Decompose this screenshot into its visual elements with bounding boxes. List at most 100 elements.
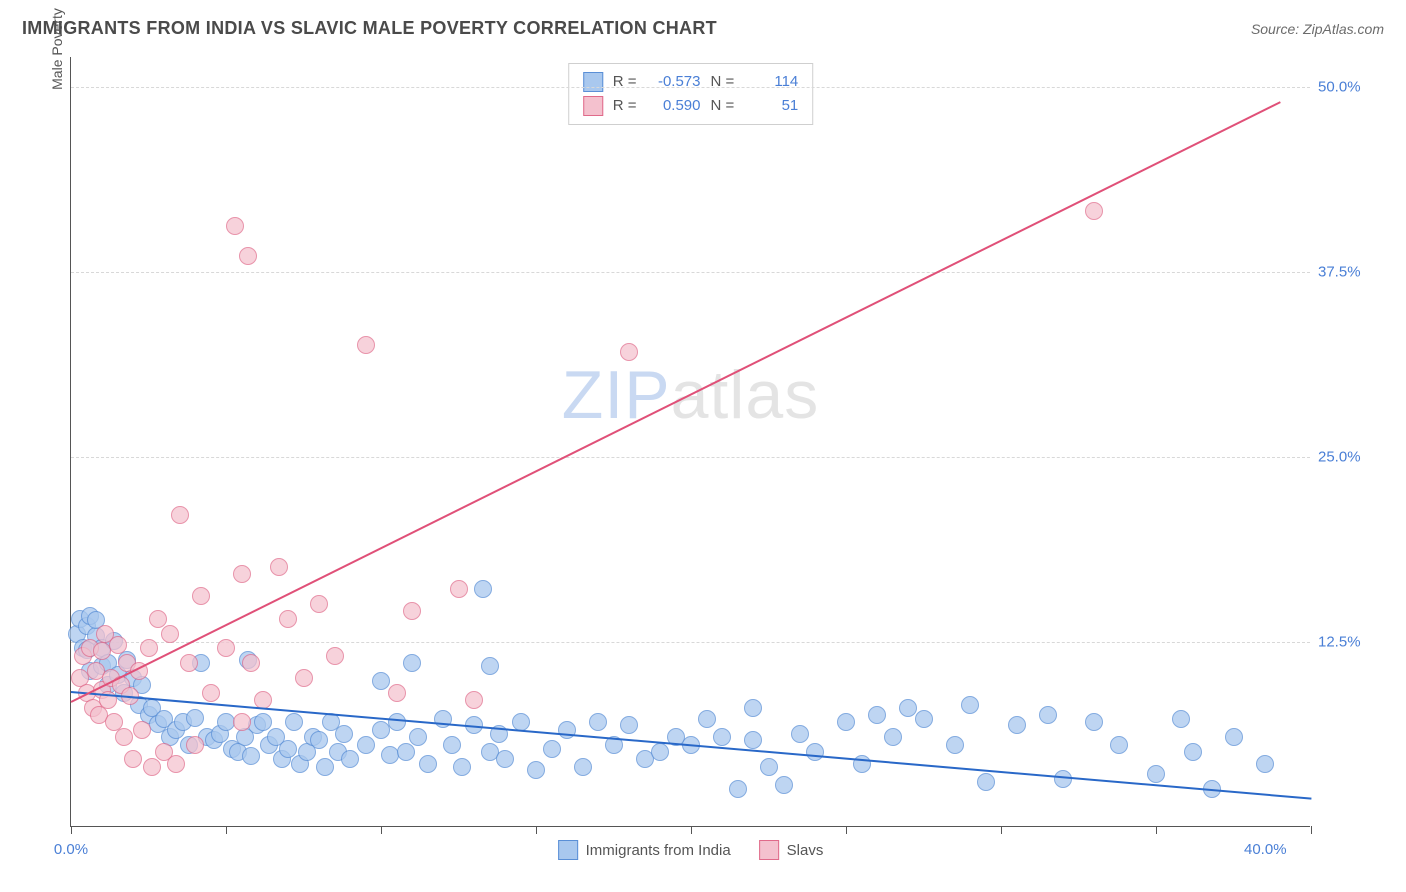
data-point: [1147, 765, 1165, 783]
legend-row-india: R = -0.573 N = 114: [583, 70, 799, 94]
data-point: [884, 728, 902, 746]
data-point: [744, 699, 762, 717]
header: IMMIGRANTS FROM INDIA VS SLAVIC MALE POV…: [0, 0, 1406, 49]
data-point: [1039, 706, 1057, 724]
data-point: [1225, 728, 1243, 746]
data-point: [620, 716, 638, 734]
data-point: [186, 736, 204, 754]
r-value-slavs: 0.590: [647, 94, 701, 118]
x-tick: [846, 826, 847, 834]
data-point: [744, 731, 762, 749]
data-point: [1085, 713, 1103, 731]
y-tick-label: 25.0%: [1318, 448, 1378, 465]
data-point: [1172, 710, 1190, 728]
data-point: [806, 743, 824, 761]
data-point: [496, 750, 514, 768]
data-point: [403, 654, 421, 672]
legend-label-india: Immigrants from India: [586, 842, 731, 859]
chart-title: IMMIGRANTS FROM INDIA VS SLAVIC MALE POV…: [22, 18, 717, 39]
data-point: [574, 758, 592, 776]
data-point: [760, 758, 778, 776]
x-tick: [226, 826, 227, 834]
data-point: [233, 565, 251, 583]
data-point: [791, 725, 809, 743]
x-tick: [1156, 826, 1157, 834]
data-point: [161, 625, 179, 643]
n-value-slavs: 51: [744, 94, 798, 118]
data-point: [961, 696, 979, 714]
data-point: [620, 343, 638, 361]
data-point: [899, 699, 917, 717]
data-point: [310, 731, 328, 749]
data-point: [589, 713, 607, 731]
legend-swatch-slavs: [759, 840, 779, 860]
gridline: [71, 272, 1310, 273]
y-axis-label: Male Poverty: [49, 8, 65, 90]
data-point: [341, 750, 359, 768]
data-point: [1085, 202, 1103, 220]
data-point: [775, 776, 793, 794]
legend-item-slavs: Slavs: [759, 840, 824, 860]
data-point: [419, 755, 437, 773]
data-point: [837, 713, 855, 731]
data-point: [450, 580, 468, 598]
data-point: [915, 710, 933, 728]
swatch-slavs: [583, 96, 603, 116]
data-point: [133, 721, 151, 739]
x-tick: [381, 826, 382, 834]
x-tick: [536, 826, 537, 834]
data-point: [202, 684, 220, 702]
legend-label-slavs: Slavs: [787, 842, 824, 859]
data-point: [474, 580, 492, 598]
data-point: [124, 750, 142, 768]
r-label-india: R =: [613, 70, 637, 94]
n-label-india: N =: [711, 70, 735, 94]
data-point: [242, 747, 260, 765]
n-value-india: 114: [744, 70, 798, 94]
data-point: [180, 654, 198, 672]
data-point: [295, 669, 313, 687]
y-tick-label: 37.5%: [1318, 263, 1378, 280]
data-point: [242, 654, 260, 672]
data-point: [443, 736, 461, 754]
data-point: [279, 740, 297, 758]
data-point: [270, 558, 288, 576]
watermark-zip: ZIP: [562, 357, 671, 433]
data-point: [465, 691, 483, 709]
r-label-slavs: R =: [613, 94, 637, 118]
data-point: [388, 684, 406, 702]
data-point: [388, 713, 406, 731]
plot-area: ZIPatlas R = -0.573 N = 114 R = 0.590 N …: [70, 57, 1310, 827]
data-point: [397, 743, 415, 761]
data-point: [310, 595, 328, 613]
trend-line: [71, 102, 1281, 704]
legend-row-slavs: R = 0.590 N = 51: [583, 94, 799, 118]
data-point: [335, 725, 353, 743]
source-label: Source: ZipAtlas.com: [1251, 21, 1384, 37]
data-point: [192, 587, 210, 605]
data-point: [372, 672, 390, 690]
data-point: [326, 647, 344, 665]
data-point: [217, 639, 235, 657]
data-point: [285, 713, 303, 731]
swatch-india: [583, 72, 603, 92]
x-tick: [71, 826, 72, 834]
legend-swatch-india: [558, 840, 578, 860]
gridline: [71, 642, 1310, 643]
n-label-slavs: N =: [711, 94, 735, 118]
data-point: [233, 713, 251, 731]
data-point: [1256, 755, 1274, 773]
data-point: [357, 736, 375, 754]
data-point: [403, 602, 421, 620]
data-point: [713, 728, 731, 746]
data-point: [226, 217, 244, 235]
x-tick-label: 0.0%: [54, 841, 88, 858]
data-point: [316, 758, 334, 776]
data-point: [651, 743, 669, 761]
data-point: [143, 758, 161, 776]
data-point: [115, 728, 133, 746]
data-point: [140, 639, 158, 657]
series-legend: Immigrants from India Slavs: [558, 840, 824, 860]
data-point: [434, 710, 452, 728]
data-point: [109, 636, 127, 654]
